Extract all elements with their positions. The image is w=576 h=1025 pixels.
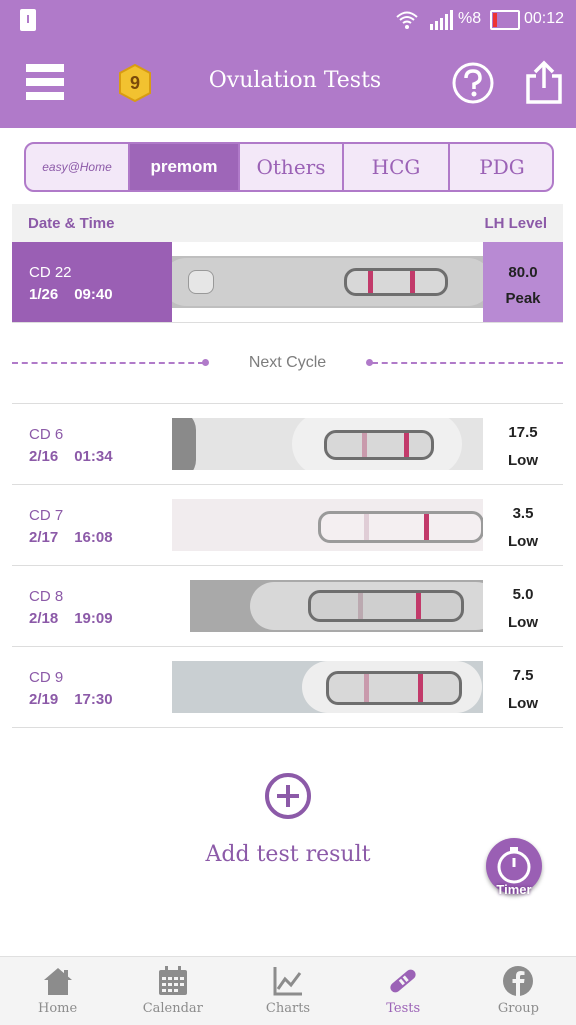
calendar-icon (158, 966, 187, 995)
nav-label: Calendar (142, 1001, 203, 1016)
wifi-icon (396, 11, 418, 29)
nav-tests[interactable]: Tests (346, 957, 461, 1025)
tab-hcg[interactable]: HCG (344, 144, 450, 190)
nav-label: Tests (386, 1001, 421, 1016)
lh-level: 5.0 Low (483, 566, 563, 646)
cycle-day: CD 8 (29, 588, 64, 605)
timer-circle (486, 838, 542, 894)
row-datetime: CD 22 1/26 09:40 (12, 242, 172, 322)
test-strip-photo[interactable] (172, 499, 483, 551)
signal-icon (430, 10, 453, 30)
nav-calendar[interactable]: Calendar (115, 957, 230, 1025)
timestamp: 1/26 09:40 (29, 286, 113, 303)
status-bar: %8 00:12 (0, 0, 576, 40)
test-strip-photo[interactable] (172, 661, 483, 713)
row-datetime: CD 9 2/19 17:30 (12, 647, 172, 727)
lh-level: 3.5 Low (483, 485, 563, 565)
column-lh-level: LH Level (484, 215, 547, 232)
menu-icon[interactable] (26, 64, 64, 102)
lh-status: Peak (505, 290, 541, 307)
tab-premom[interactable]: premom (130, 144, 240, 190)
test-row[interactable]: CD 6 2/16 01:34 17.5 Low (12, 404, 563, 485)
test-strip-photo[interactable] (172, 418, 483, 470)
nav-label: Group (497, 1001, 539, 1016)
lh-value: 80.0 (508, 264, 538, 281)
clock: 00:12 (524, 10, 565, 27)
lh-level: 17.5 Low (483, 404, 563, 484)
nav-home[interactable]: Home (0, 957, 115, 1025)
share-icon[interactable] (524, 60, 564, 104)
nav-group[interactable]: Group (461, 957, 576, 1025)
test-row[interactable]: CD 7 2/17 16:08 3.5 Low (12, 485, 563, 566)
timer-label: Timer (496, 882, 532, 897)
test-time: 17:30 (74, 691, 113, 708)
lh-status: Low (508, 695, 538, 712)
bottom-nav: Home Calendar Charts Te (0, 956, 576, 1025)
cycle-day: CD 9 (29, 669, 64, 686)
test-row[interactable]: CD 8 2/18 19:09 5.0 Low (12, 566, 563, 647)
cycle-day: CD 7 (29, 507, 64, 524)
lh-value: 7.5 (512, 667, 534, 684)
battery-icon (490, 10, 520, 30)
test-row-peak[interactable]: CD 22 1/26 09:40 80.0 Peak (12, 242, 563, 323)
test-strip-photo[interactable] (190, 580, 483, 632)
battery-percent: %8 (458, 10, 482, 27)
lh-status: Low (508, 452, 538, 469)
tab-others[interactable]: Others (240, 144, 344, 190)
row-datetime: CD 6 2/16 01:34 (12, 404, 172, 484)
test-time: 09:40 (74, 286, 113, 303)
badge-icon (119, 63, 151, 103)
tab-easy-at-home[interactable]: easy@Home (26, 144, 130, 190)
table-header: Date & Time LH Level (12, 204, 563, 242)
home-icon (43, 968, 72, 995)
test-time: 19:09 (74, 610, 113, 627)
test-date: 2/16 (29, 448, 59, 465)
test-date: 1/26 (29, 286, 59, 303)
test-strip-photo[interactable] (172, 256, 483, 308)
nav-charts[interactable]: Charts (230, 957, 345, 1025)
lh-level: 7.5 Low (483, 647, 563, 727)
test-time: 16:08 (74, 529, 113, 546)
timestamp: 2/19 17:30 (29, 691, 113, 708)
level-number: 9 (129, 73, 140, 93)
nav-label: Home (38, 1001, 78, 1016)
lh-value: 17.5 (508, 424, 538, 441)
lh-level: 80.0 Peak (483, 242, 563, 322)
test-date: 2/19 (29, 691, 59, 708)
test-date: 2/18 (29, 610, 59, 627)
stopwatch-icon (497, 847, 531, 884)
next-cycle-divider: Next Cycle (12, 342, 563, 384)
add-circle-icon[interactable] (264, 772, 312, 820)
test-date: 2/17 (29, 529, 59, 546)
lh-status: Low (508, 533, 538, 550)
lh-value: 5.0 (512, 586, 534, 603)
row-datetime: CD 8 2/18 19:09 (12, 566, 172, 646)
next-cycle-label: Next Cycle (248, 354, 327, 371)
cycle-day: CD 22 (29, 264, 72, 281)
help-icon[interactable] (452, 62, 494, 104)
facebook-icon (503, 966, 534, 996)
row-datetime: CD 7 2/17 16:08 (12, 485, 172, 565)
tab-pdg[interactable]: PDG (479, 155, 525, 179)
divider (12, 403, 563, 404)
test-time: 01:34 (74, 448, 113, 465)
level-badge[interactable]: 9 (116, 63, 154, 103)
page-title: Ovulation Tests (208, 68, 382, 93)
test-row[interactable]: CD 9 2/19 17:30 7.5 Low (12, 647, 563, 728)
timer-button[interactable]: Timer (486, 838, 542, 900)
test-strip-icon (390, 969, 416, 993)
add-test-result-button[interactable]: Add test result (205, 842, 371, 867)
app-bar: 9 Ovulation Tests (0, 40, 576, 128)
lh-status: Low (508, 614, 538, 631)
brand-tabs: easy@Home premom Others HCG PDG (24, 142, 554, 192)
cycle-day: CD 6 (29, 426, 64, 443)
chart-icon (273, 967, 302, 996)
timestamp: 2/17 16:08 (29, 529, 113, 546)
battery-alert-icon (20, 9, 36, 31)
timestamp: 2/18 19:09 (29, 610, 113, 627)
timestamp: 2/16 01:34 (29, 448, 113, 465)
column-datetime: Date & Time (28, 215, 115, 232)
nav-label: Charts (265, 1001, 311, 1016)
lh-value: 3.5 (512, 505, 534, 522)
